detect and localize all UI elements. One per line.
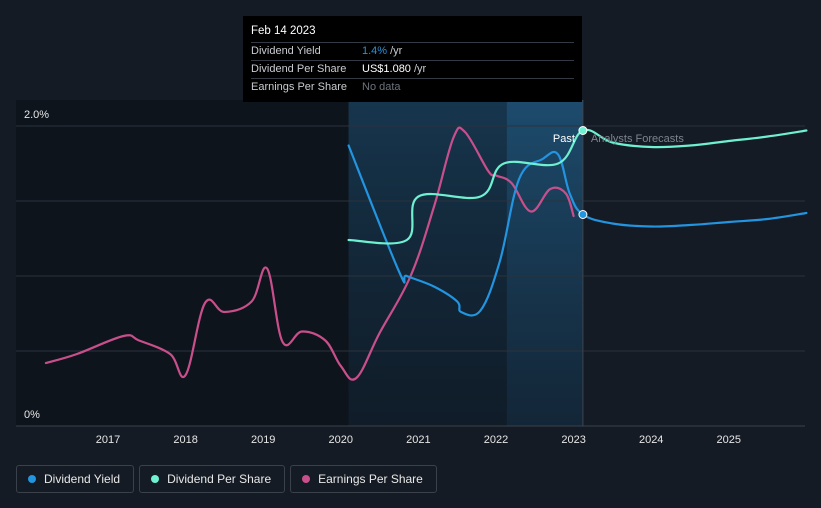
dividend-per-share-dot-icon — [151, 475, 160, 483]
tooltip-date: Feb 14 2023 — [251, 25, 316, 37]
legend-label: Earnings Per Share — [318, 472, 423, 486]
legend-item-dividend-yield[interactable]: Dividend Yield — [16, 465, 135, 493]
tooltip: Feb 14 2023 Dividend Yield 1.4% /yr Divi… — [243, 16, 582, 102]
x-tick-label: 2019 — [251, 434, 275, 446]
dividend-yield-marker — [578, 210, 588, 219]
gridlines — [16, 125, 805, 427]
x-tick-label: 2021 — [406, 434, 430, 446]
legend-item-dividend-per-share[interactable]: Dividend Per Share — [139, 465, 286, 493]
x-axis-ticks: 2017 2018 2019 2020 2021 2022 2023 2024 2025 — [96, 434, 741, 446]
y-tick-label: 0% — [24, 409, 40, 421]
dividend-yield-dot-icon — [28, 475, 36, 483]
x-tick-label: 2025 — [717, 434, 741, 446]
hover-region-fill — [506, 100, 583, 426]
tooltip-row-earnings-per-share: Earnings Per Share No data — [251, 78, 574, 96]
y-axis-ticks: 0% 2.0% — [24, 109, 49, 421]
tooltip-value: No data — [362, 81, 401, 93]
past-label: Past — [553, 133, 575, 145]
tooltip-unit: /yr — [390, 45, 403, 57]
x-tick-label: 2023 — [561, 434, 585, 446]
legend: Dividend Yield Dividend Per Share Earnin… — [16, 465, 437, 493]
tooltip-row-dividend-per-share: Dividend Per Share US$1.080 /yr — [251, 60, 574, 78]
earnings-per-share-line — [44, 126, 575, 381]
dividend-per-share-marker — [578, 126, 588, 135]
x-tick-label: 2017 — [96, 434, 120, 446]
tooltip-label: Earnings Per Share — [251, 81, 347, 93]
tooltip-value: US$1.080 — [362, 63, 411, 75]
tooltip-row-dividend-yield: Dividend Yield 1.4% /yr — [251, 42, 574, 60]
y-tick-label: 2.0% — [24, 109, 49, 121]
dividend-yield-line — [347, 144, 808, 317]
x-tick-label: 2022 — [484, 434, 508, 446]
tooltip-unit: /yr — [413, 63, 427, 75]
tooltip-value: 1.4% — [362, 45, 388, 57]
forecast-label: Analysts Forecasts — [591, 133, 684, 145]
earnings-per-share-dot-icon — [302, 475, 311, 483]
legend-label: Dividend Per Share — [167, 472, 272, 486]
legend-item-earnings-per-share[interactable]: Earnings Per Share — [290, 465, 437, 493]
x-tick-label: 2024 — [639, 434, 663, 446]
x-tick-label: 2018 — [173, 434, 197, 446]
marker-dots — [578, 126, 588, 219]
tooltip-label: Dividend Yield — [251, 45, 321, 57]
legend-label: Dividend Yield — [44, 472, 121, 486]
x-tick-label: 2020 — [329, 434, 353, 446]
tooltip-label: Dividend Per Share — [251, 63, 347, 75]
